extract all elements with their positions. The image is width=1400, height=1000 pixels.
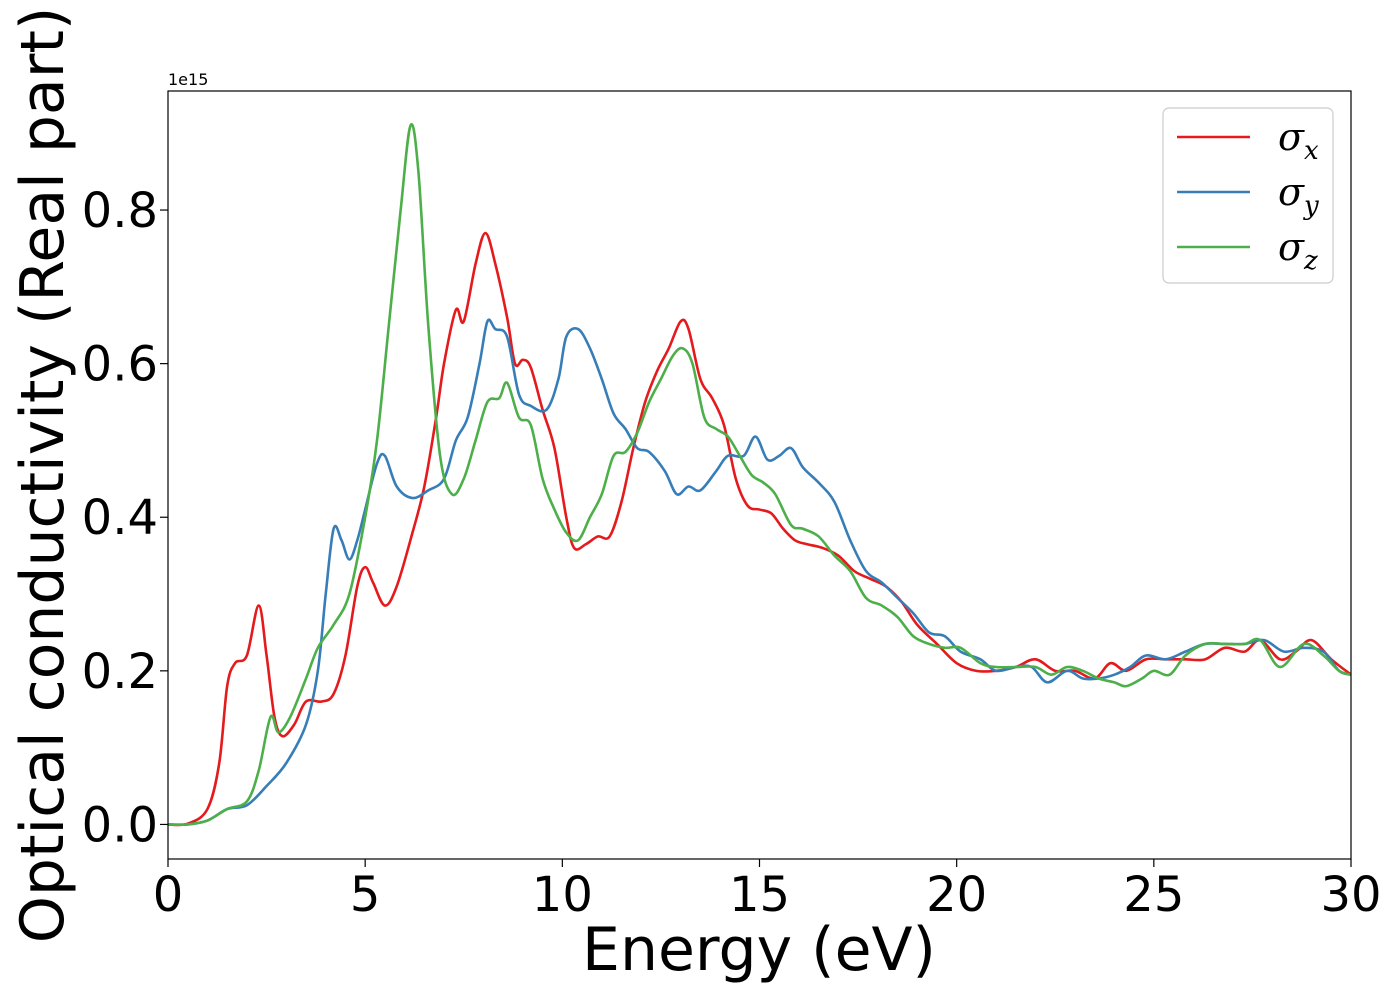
ticks-layer: 0 5 10 15 20 25 30 0.0 0.2 0.4 0.6 0.8	[82, 183, 1382, 923]
legend-label-x: σx	[1278, 115, 1319, 166]
y-tick-label: 0.4	[82, 490, 158, 546]
y-tick-label: 0.8	[82, 183, 158, 239]
x-tick-label: 20	[926, 867, 987, 923]
y-tick-label: 0.2	[82, 644, 158, 700]
series-line-z	[168, 123, 1351, 827]
legend-box	[1162, 107, 1334, 284]
y-tick-label: 0.6	[82, 337, 158, 393]
x-tick-label: 0	[153, 867, 184, 923]
x-axis-label: Energy (eV)	[582, 915, 936, 985]
series-layer	[168, 123, 1351, 827]
series-line-y	[168, 318, 1351, 827]
y-axis-label: Optical conductivity (Real part)	[8, 7, 78, 944]
legend-label-z: σz	[1278, 225, 1318, 276]
x-tick-label: 10	[532, 867, 593, 923]
x-tick-label: 25	[1123, 867, 1184, 923]
x-tick-label: 15	[729, 867, 790, 923]
x-tick-label: 30	[1320, 867, 1381, 923]
legend-label-y: σy	[1278, 170, 1319, 221]
series-line-x	[168, 231, 1351, 827]
x-tick-label: 5	[350, 867, 381, 923]
y-tick-label: 0.0	[82, 797, 158, 853]
y-offset-text: 1e15	[168, 70, 208, 89]
